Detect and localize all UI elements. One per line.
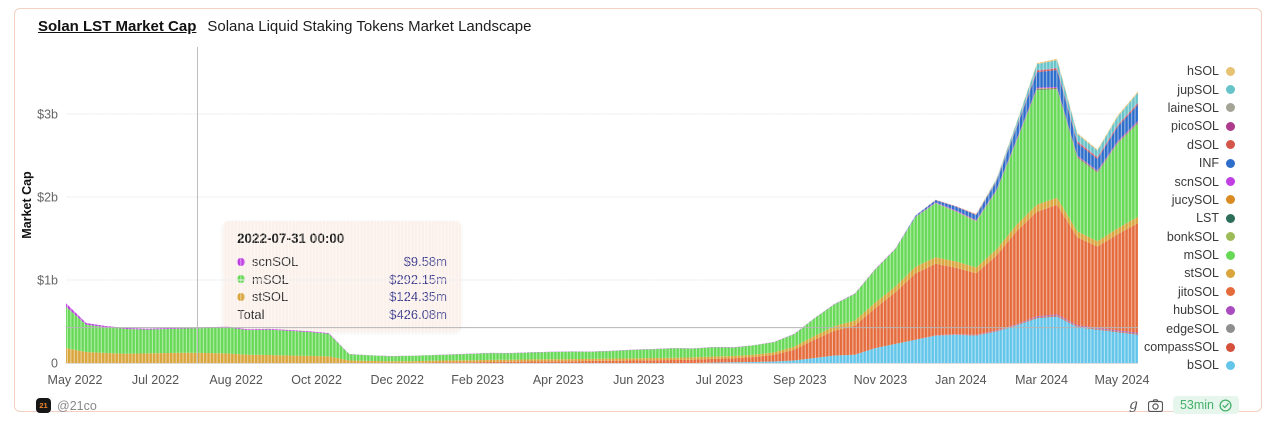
- legend-label: compassSOL: [1143, 340, 1219, 355]
- legend-item-picoSOL[interactable]: picoSOL: [1144, 117, 1235, 135]
- legend-item-scnSOL[interactable]: scnSOL: [1144, 172, 1235, 190]
- legend-label: edgeSOL: [1166, 321, 1219, 336]
- legend-item-stSOL[interactable]: stSOL: [1144, 264, 1235, 282]
- legend-color-dot: [1226, 287, 1235, 297]
- legend-color-dot: [1226, 232, 1235, 242]
- legend-item-LST[interactable]: LST: [1144, 209, 1235, 227]
- legend-item-jupSOL[interactable]: jupSOL: [1144, 80, 1235, 98]
- chart-header: Solan LST Market Cap Solana Liquid Staki…: [38, 18, 531, 35]
- 21co-logo-icon: 21: [36, 398, 51, 413]
- legend-color-dot: [1226, 195, 1235, 205]
- legend-item-hSOL[interactable]: hSOL: [1144, 62, 1235, 80]
- freshness-badge[interactable]: 53min: [1172, 396, 1239, 414]
- legend-label: stSOL: [1184, 266, 1219, 281]
- legend-label: hSOL: [1187, 64, 1219, 79]
- legend-color-dot: [1226, 250, 1235, 260]
- page-subtitle: Solana Liquid Staking Tokens Market Land…: [207, 18, 532, 35]
- legend-label: picoSOL: [1171, 119, 1219, 134]
- legend-label: laineSOL: [1167, 100, 1219, 115]
- legend-color-dot: [1226, 121, 1235, 131]
- legend-color-dot: [1226, 103, 1235, 113]
- page-title: Solan LST Market Cap: [38, 18, 197, 35]
- brand-handle: @21co: [57, 398, 97, 413]
- legend-label: jitoSOL: [1178, 284, 1219, 299]
- check-circle-icon: [1219, 398, 1232, 412]
- legend-item-bSOL[interactable]: bSOL: [1144, 356, 1235, 374]
- legend-label: bSOL: [1187, 358, 1219, 373]
- legend-item-bonkSOL[interactable]: bonkSOL: [1144, 228, 1235, 246]
- footer-icons: g 53min: [1129, 396, 1239, 414]
- goose-icon[interactable]: g: [1128, 397, 1138, 413]
- legend-label: scnSOL: [1174, 174, 1219, 189]
- legend-color-dot: [1226, 360, 1235, 370]
- legend-item-compassSOL[interactable]: compassSOL: [1144, 338, 1235, 356]
- legend-label: jucySOL: [1171, 192, 1219, 207]
- legend-color-dot: [1226, 158, 1235, 168]
- legend-item-jitoSOL[interactable]: jitoSOL: [1144, 283, 1235, 301]
- freshness-text: 53min: [1179, 398, 1214, 412]
- legend-item-dSOL[interactable]: dSOL: [1144, 136, 1235, 154]
- legend-color-dot: [1226, 268, 1235, 278]
- legend-label: bonkSOL: [1166, 229, 1219, 244]
- legend-item-INF[interactable]: INF: [1144, 154, 1235, 172]
- legend-color-dot: [1226, 66, 1235, 76]
- legend-label: LST: [1196, 211, 1219, 226]
- legend-color-dot: [1226, 140, 1235, 150]
- legend-color-dot: [1226, 342, 1235, 352]
- bar-texture-overlay: [66, 47, 1138, 363]
- legend: hSOL jupSOL laineSOL picoSOL dSOL INF scnSOL ju…: [1144, 62, 1235, 375]
- legend-label: dSOL: [1187, 137, 1219, 152]
- legend-label: mSOL: [1183, 248, 1219, 263]
- legend-label: jupSOL: [1177, 82, 1219, 97]
- legend-color-dot: [1226, 85, 1235, 95]
- legend-item-jucySOL[interactable]: jucySOL: [1144, 191, 1235, 209]
- legend-label: hubSOL: [1173, 303, 1219, 318]
- legend-label: INF: [1198, 156, 1219, 171]
- legend-color-dot: [1226, 213, 1235, 223]
- legend-item-laineSOL[interactable]: laineSOL: [1144, 99, 1235, 117]
- legend-color-dot: [1226, 305, 1235, 315]
- legend-color-dot: [1226, 177, 1235, 187]
- legend-item-mSOL[interactable]: mSOL: [1144, 246, 1235, 264]
- camera-icon[interactable]: [1147, 398, 1163, 412]
- brand: 21 @21co: [36, 398, 97, 413]
- legend-color-dot: [1226, 324, 1235, 334]
- legend-item-edgeSOL[interactable]: edgeSOL: [1144, 319, 1235, 337]
- legend-item-hubSOL[interactable]: hubSOL: [1144, 301, 1235, 319]
